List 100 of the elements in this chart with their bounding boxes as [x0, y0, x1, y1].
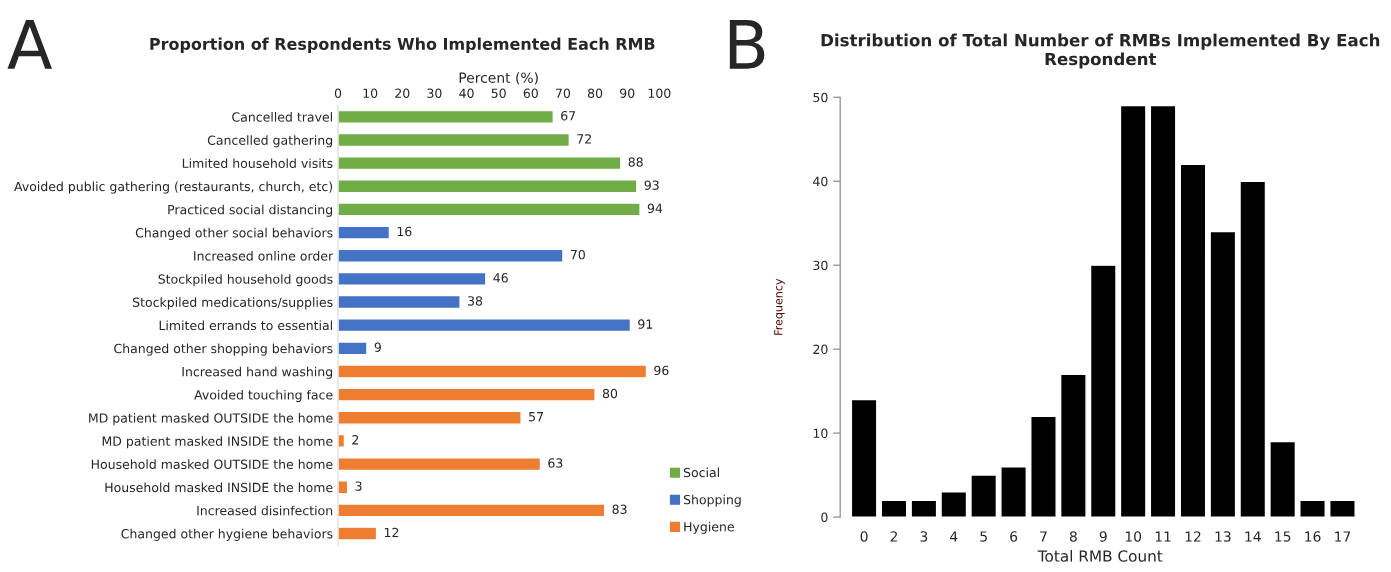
x-axis-title: Total RMB Count [1037, 549, 1163, 562]
bar [1059, 373, 1087, 518]
bar [1269, 440, 1297, 518]
y-axis-title: Frequency [774, 278, 785, 335]
y-tick-label: 20 [813, 344, 828, 355]
data-label: 72 [577, 134, 591, 144]
y-tick-label: Cancelled travel [232, 112, 332, 122]
x-tick-label: 40 [459, 88, 474, 98]
bar [338, 410, 522, 425]
bar [1209, 230, 1237, 518]
x-tick-label: 60 [523, 88, 538, 98]
y-tick-label: Cancelled gathering [207, 135, 333, 148]
y-tick-label: Stockpiled household goods [158, 274, 333, 287]
bar [1329, 499, 1356, 518]
x-tick-label: 80 [587, 88, 603, 98]
data-label: 57 [529, 412, 543, 422]
x-tick-label: 17 [1335, 531, 1351, 542]
x-tick-label: 2 [890, 531, 898, 542]
y-tick-label: 30 [813, 260, 828, 271]
text: A [7, 20, 53, 69]
x-tick-label: 7 [1040, 531, 1047, 542]
data-label: 3 [355, 481, 362, 491]
y-tick-label: Household masked INSIDE the home [105, 482, 333, 493]
y-tick-label: 10 [813, 428, 828, 439]
y-tick-label: Changed other hygiene behaviors [121, 528, 333, 541]
bar [338, 132, 571, 148]
bar [338, 503, 606, 518]
bar [940, 491, 968, 518]
y-tick-label: Limited household visits [182, 158, 333, 169]
x-tick-label: 3 [920, 531, 928, 542]
x-tick-label: 4 [950, 531, 958, 542]
x-tick-label: 15 [1275, 531, 1291, 542]
bar [338, 387, 596, 402]
data-label: 88 [628, 157, 643, 167]
data-label: 9 [374, 342, 381, 352]
data-label: 91 [638, 319, 653, 329]
x-tick-label: 14 [1245, 531, 1261, 542]
bar [1089, 264, 1117, 518]
bar [1119, 104, 1147, 518]
legend-label: Hygiene [684, 521, 734, 534]
x-tick-label: 13 [1215, 531, 1231, 542]
y-tick-label: Limited errands to essential [159, 320, 332, 331]
x-tick-label: 10 [1125, 531, 1142, 542]
x-tick-label: 100 [648, 88, 671, 98]
y-tick-label: Avoided touching face [194, 389, 333, 402]
bar [338, 364, 648, 379]
data-label: 63 [548, 458, 563, 468]
bar [338, 294, 461, 310]
bar [338, 271, 487, 286]
data-label: 16 [397, 226, 412, 237]
y-tick-label: Changed other shopping behaviors [114, 343, 333, 356]
x-tick-label: 8 [1069, 531, 1077, 542]
x-tick-label: 70 [556, 88, 571, 98]
y-tick-label: Avoided public gathering (restaurants, church, etc) [14, 181, 333, 194]
x-tick-label: 30 [427, 88, 442, 98]
y-tick-label: Practiced social distancing [168, 204, 333, 217]
data-label: 46 [493, 273, 508, 283]
x-tick-label: 5 [980, 531, 987, 542]
data-label: 67 [561, 111, 576, 121]
data-label: 93 [644, 180, 659, 190]
x-tick-label: 20 [395, 88, 410, 98]
bar [910, 499, 938, 518]
bar [338, 156, 622, 171]
y-tick-label: MD patient masked INSIDE the home [102, 436, 333, 449]
x-tick-label: 6 [1010, 531, 1018, 542]
x-tick-label: 0 [334, 88, 342, 98]
x-tick-label: 11 [1155, 531, 1171, 542]
y-tick-label: MD patient masked OUTSIDE the home [89, 413, 333, 426]
data-label: 96 [654, 365, 669, 376]
bar [338, 318, 632, 333]
data-label: 2 [352, 435, 359, 445]
bar [1149, 104, 1177, 518]
bar [1299, 499, 1326, 518]
bar [338, 341, 368, 356]
x-tick-label: 16 [1305, 531, 1321, 542]
x-axis-title: Percent (%) [459, 72, 538, 85]
x-tick-label: 0 [860, 531, 868, 542]
bar [338, 202, 641, 217]
x-tick-label: 12 [1185, 531, 1201, 542]
data-label: 83 [612, 504, 627, 515]
data-label: 80 [602, 388, 618, 399]
bar [338, 526, 378, 541]
data-label: 38 [468, 296, 483, 306]
data-label: 94 [647, 203, 663, 214]
legend-label: Shopping [683, 494, 741, 507]
text: B [729, 20, 765, 69]
data-label: 70 [570, 249, 585, 260]
y-tick-label: Stockpiled medications/supplies [132, 297, 333, 310]
y-tick-label: Changed other social behaviors [135, 227, 333, 240]
x-tick-label: 10 [363, 88, 378, 98]
bar [880, 499, 908, 518]
bar [970, 474, 998, 518]
bar [1179, 163, 1207, 518]
y-tick-label: Increased disinfection [197, 505, 333, 516]
legend-label: Social [683, 467, 719, 478]
x-tick-label: 9 [1099, 531, 1107, 542]
x-tick-label: 90 [620, 88, 635, 98]
y-tick-label: 40 [813, 176, 828, 187]
y-tick-label: Household masked OUTSIDE the home [91, 459, 333, 470]
bar [338, 457, 542, 472]
